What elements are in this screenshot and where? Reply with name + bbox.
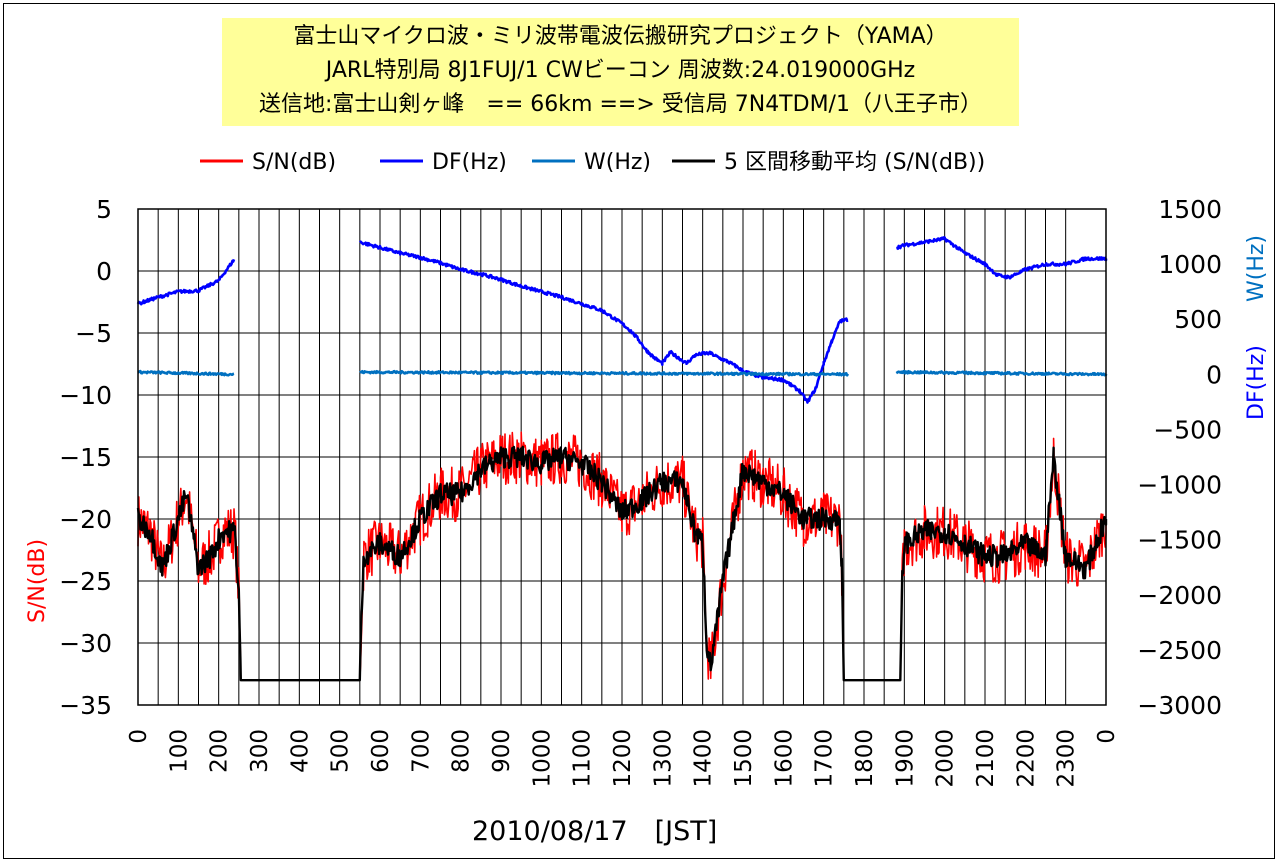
x-tick-label: 500: [328, 729, 354, 773]
y-axis-right-label-df: DF(Hz): [1244, 345, 1269, 420]
title-line-1: 富士山マイクロ波・ミリ波帯電波伝搬研究プロジェクト（YAMA）: [293, 24, 948, 49]
x-tick-label: 0: [1094, 729, 1120, 744]
x-tick-label: 1700: [812, 729, 838, 788]
x-axis-label: 2010/08/17 [JST]: [472, 816, 717, 847]
series-layer: [136, 236, 1108, 682]
chart-title: 富士山マイクロ波・ミリ波帯電波伝搬研究プロジェクト（YAMA） JARL特別局 …: [222, 18, 1019, 126]
y-right-tick-label: 1500: [1158, 195, 1222, 224]
y-left-tick-label: 0: [96, 257, 112, 286]
x-axis-ticks: 0 100 200 300 400 500 600 700 800 900 1000 1100 1200…: [126, 729, 1120, 788]
x-tick-label: 400: [287, 729, 313, 773]
y-axis-right-ticks: 1500 1000 500 0 −500 −1000 −1500 −2000 −2500 −300…: [1137, 195, 1222, 720]
y-left-tick-label: −15: [59, 443, 112, 472]
x-tick-label: 1000: [529, 729, 555, 788]
x-tick-label: 200: [207, 729, 233, 773]
y-left-tick-label: 5: [96, 195, 112, 224]
title-line-3: 送信地:富士山剣ヶ峰 == 66km ==> 受信局 7N4TDM/1（八王子市…: [259, 92, 982, 117]
y-right-tick-label: 0: [1206, 360, 1222, 389]
y-right-tick-label: −2000: [1137, 581, 1222, 610]
y-axis-right-label-w: W(Hz): [1244, 235, 1269, 302]
y-right-tick-label: −1500: [1137, 526, 1222, 555]
x-tick-label: 600: [368, 729, 394, 773]
y-right-tick-label: −2500: [1137, 636, 1222, 665]
series-line-1: [136, 236, 1108, 404]
x-tick-label: 700: [408, 729, 434, 773]
legend-df-label: DF(Hz): [432, 150, 507, 175]
x-tick-label: 900: [489, 729, 515, 773]
chart-frame: [3, 3, 1275, 859]
x-tick-label: 300: [247, 729, 273, 773]
y-right-tick-label: 500: [1174, 305, 1222, 334]
title-line-2: JARL特別局 8J1FUJ/1 CWビーコン 周波数:24.019000GHz: [325, 58, 916, 83]
legend-avg-label: 5 区間移動平均 (S/N(dB)): [724, 150, 985, 175]
y-axis-left-label: S/N(dB): [25, 539, 50, 623]
x-tick-label: 1800: [852, 729, 878, 788]
legend: S/N(dB) DF(Hz) W(Hz) 5 区間移動平均 (S/N(dB)): [200, 150, 985, 175]
legend-sn-label: S/N(dB): [252, 150, 336, 175]
plot-border: [137, 208, 1107, 706]
y-right-tick-label: −3000: [1137, 691, 1222, 720]
x-tick-label: 2300: [1054, 729, 1080, 788]
y-left-tick-label: −35: [59, 691, 112, 720]
x-tick-label: 1200: [610, 729, 636, 788]
x-tick-label: 0: [126, 729, 152, 744]
x-tick-label: 1600: [771, 729, 797, 788]
series-line-2: [137, 369, 1108, 377]
x-tick-label: 1900: [892, 729, 918, 788]
x-tick-label: 100: [166, 729, 192, 773]
y-left-tick-label: −10: [59, 381, 112, 410]
series-line-3: [136, 445, 1108, 682]
y-left-tick-label: −5: [75, 319, 112, 348]
x-tick-label: 2000: [933, 729, 959, 788]
legend-w-label: W(Hz): [584, 150, 651, 175]
y-axis-left-ticks: 5 0 −5 −10 −15 −20 −25 −30 −35: [59, 195, 112, 720]
y-right-tick-label: −1000: [1137, 471, 1222, 500]
x-tick-label: 1400: [691, 729, 717, 788]
x-tick-label: 1300: [650, 729, 676, 788]
y-left-tick-label: −20: [59, 505, 112, 534]
y-right-tick-label: −500: [1153, 415, 1222, 444]
y-left-tick-label: −25: [59, 567, 112, 596]
x-tick-label: 800: [449, 729, 475, 773]
x-tick-label: 2100: [973, 729, 999, 788]
y-left-tick-label: −30: [59, 629, 112, 658]
x-tick-label: 1100: [570, 729, 596, 788]
x-tick-label: 2200: [1013, 729, 1039, 788]
y-right-tick-label: 1000: [1158, 250, 1222, 279]
x-tick-label: 1500: [731, 729, 757, 788]
